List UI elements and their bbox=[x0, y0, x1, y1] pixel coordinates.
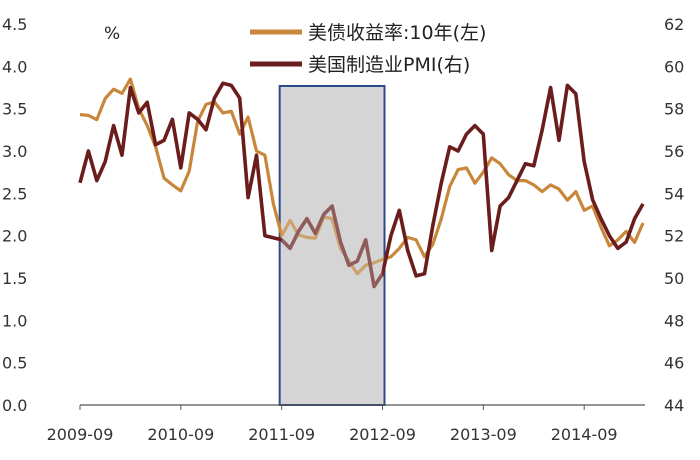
highlight-band-overlay bbox=[281, 87, 383, 404]
right-tick-label: 56 bbox=[664, 142, 684, 161]
legend: 美债收益率:10年(左) 美国制造业PMI(右) bbox=[250, 22, 486, 76]
left-tick-label: 3.0 bbox=[2, 142, 27, 161]
right-tick-label: 62 bbox=[664, 15, 684, 34]
left-tick-label: 2.5 bbox=[2, 184, 27, 203]
right-tick-label: 52 bbox=[664, 227, 684, 246]
left-tick-label: 2.0 bbox=[2, 227, 27, 246]
legend-label-yield: 美债收益率:10年(左) bbox=[308, 22, 486, 44]
series-layer bbox=[78, 77, 645, 404]
x-tick-label: 2009-09 bbox=[47, 425, 114, 444]
x-tick-label: 2013-09 bbox=[450, 425, 517, 444]
x-tick-label: 2011-09 bbox=[248, 425, 315, 444]
legend-label-pmi: 美国制造业PMI(右) bbox=[308, 54, 470, 76]
right-tick-label: 50 bbox=[664, 269, 684, 288]
right-axis-ticks: 44 46 48 50 52 54 56 58 60 62 bbox=[664, 15, 684, 415]
right-tick-label: 54 bbox=[664, 184, 684, 203]
left-tick-label: 4.5 bbox=[2, 15, 27, 34]
unit-label: % bbox=[104, 24, 120, 44]
left-axis-ticks: 0.0 0.5 1.0 1.5 2.0 2.5 3.0 3.5 4.0 4.5 bbox=[2, 15, 27, 415]
series-line-pmi bbox=[78, 81, 645, 289]
left-tick-label: 0.0 bbox=[2, 396, 27, 415]
left-tick-label: 1.0 bbox=[2, 311, 27, 330]
right-tick-label: 58 bbox=[664, 100, 684, 119]
x-tick-label: 2012-09 bbox=[349, 425, 416, 444]
right-tick-label: 60 bbox=[664, 57, 684, 76]
left-tick-label: 1.5 bbox=[2, 269, 27, 288]
series-line-treasury-yield bbox=[79, 77, 645, 276]
x-axis-ticks: 2009-09 2010-09 2011-09 2012-09 2013-09 2014-… bbox=[47, 405, 618, 444]
right-tick-label: 44 bbox=[664, 396, 684, 415]
right-tick-label: 48 bbox=[664, 311, 684, 330]
right-tick-label: 46 bbox=[664, 354, 684, 373]
left-tick-label: 4.0 bbox=[2, 57, 27, 76]
x-tick-label: 2010-09 bbox=[147, 425, 214, 444]
left-tick-label: 3.5 bbox=[2, 100, 27, 119]
left-tick-label: 0.5 bbox=[2, 354, 27, 373]
x-tick-label: 2014-09 bbox=[551, 425, 618, 444]
